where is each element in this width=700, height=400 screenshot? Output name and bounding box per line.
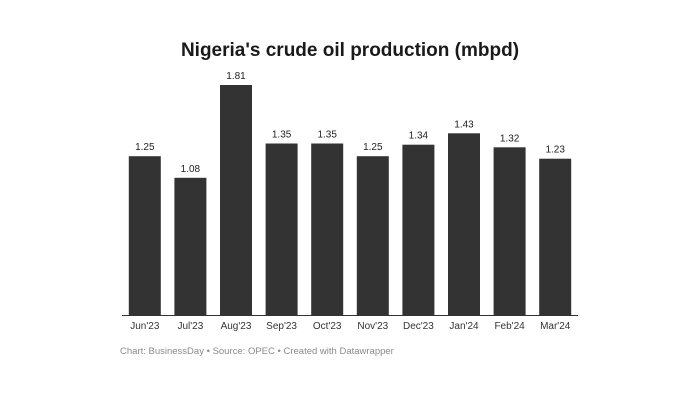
bar-value-label: 1.81 bbox=[226, 71, 246, 82]
bar bbox=[448, 133, 480, 315]
bar bbox=[402, 144, 435, 315]
bar-value-label: 1.34 bbox=[409, 131, 429, 142]
bar-value-label: 1.08 bbox=[181, 164, 201, 175]
x-tick-label: Sep'23 bbox=[266, 321, 297, 332]
bar bbox=[311, 143, 344, 315]
x-tick-label: Jun'23 bbox=[130, 321, 160, 332]
bars-group bbox=[128, 85, 572, 315]
bar-value-label: 1.23 bbox=[545, 145, 565, 156]
bar-value-label: 1.32 bbox=[500, 133, 520, 144]
x-tick-label: Jul'23 bbox=[177, 321, 203, 332]
bar-value-label: 1.25 bbox=[135, 142, 155, 153]
chart-source: Source: OPEC bbox=[212, 346, 275, 357]
bar bbox=[493, 147, 526, 315]
bar-value-label: 1.43 bbox=[454, 119, 474, 130]
bar bbox=[539, 158, 572, 315]
x-tick-label: Dec'23 bbox=[403, 321, 434, 332]
bar bbox=[265, 143, 298, 315]
x-tick-label: Jan'24 bbox=[449, 321, 479, 332]
x-tick-label: Oct'23 bbox=[313, 321, 342, 332]
footer-separator: • bbox=[277, 346, 284, 357]
x-tick-labels-group: Jun'23 Jul'23 Aug'23 Sep'23 Oct'23 Nov'23 Dec'… bbox=[130, 321, 571, 332]
bar bbox=[356, 156, 389, 315]
chart-credit: Chart: BusinessDay bbox=[120, 346, 204, 357]
bar-value-label: 1.25 bbox=[363, 142, 383, 153]
chart-footer: Chart: BusinessDay • Source: OPEC • Crea… bbox=[120, 346, 394, 357]
x-tick-label: Feb'24 bbox=[494, 321, 525, 332]
bar bbox=[220, 85, 252, 315]
created-with: Created with Datawrapper bbox=[283, 346, 394, 357]
value-labels-group: 1.25 1.08 1.81 1.35 1.35 1.25 1.34 1.43 1.32 1.23 bbox=[135, 71, 565, 175]
chart-title: Nigeria's crude oil production (mbpd) bbox=[180, 40, 520, 61]
bar-value-label: 1.35 bbox=[317, 130, 337, 141]
footer-separator: • bbox=[206, 346, 213, 357]
bar bbox=[128, 156, 161, 315]
bar-value-label: 1.35 bbox=[272, 130, 292, 141]
x-tick-label: Nov'23 bbox=[357, 321, 388, 332]
x-tick-label: Aug'23 bbox=[221, 321, 252, 332]
x-tick-label: Mar'24 bbox=[540, 321, 571, 332]
bar bbox=[174, 177, 207, 315]
